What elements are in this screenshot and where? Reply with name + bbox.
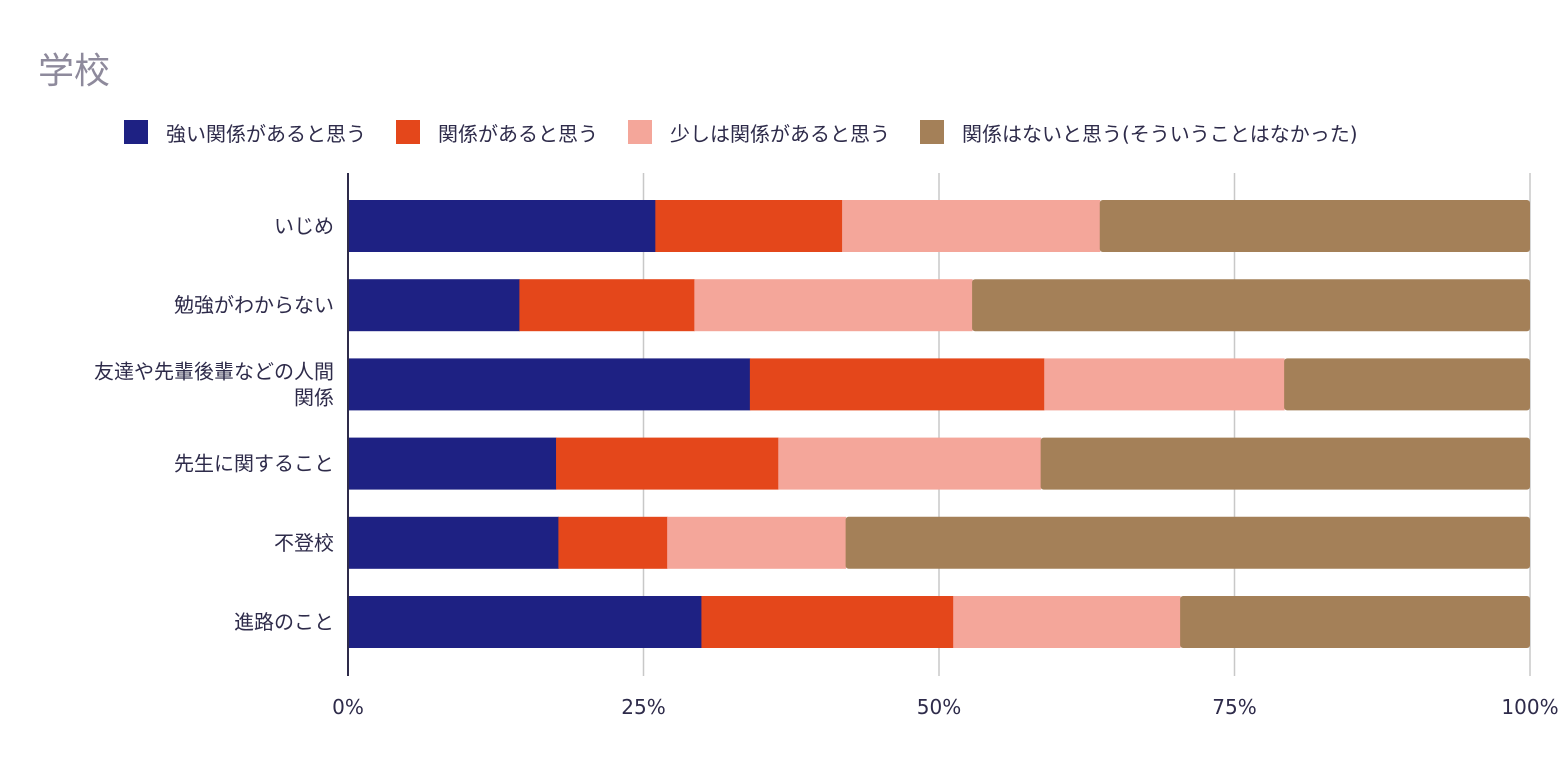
legend-item-related[interactable]: 関係があると思う	[396, 118, 598, 147]
legend-swatch-related	[396, 120, 420, 144]
legend-item-none[interactable]: 関係はないと思う(そういうことはなかった)	[920, 118, 1358, 147]
bar-segment	[842, 200, 1101, 252]
bar-segment	[348, 516, 559, 569]
x-tick-label: 50%	[917, 695, 961, 719]
x-tick-label: 100%	[1501, 695, 1558, 719]
legend-swatch-none	[920, 120, 944, 144]
y-category-label: 関係	[294, 385, 334, 409]
legend-label-none: 関係はないと思う(そういうことはなかった)	[962, 121, 1358, 146]
bar-segment	[1040, 437, 1530, 490]
chart-title: 学校	[38, 51, 111, 92]
x-tick-label: 0%	[332, 695, 364, 719]
bar-segment	[558, 516, 668, 569]
legend: 強い関係があると思う 関係があると思う 少しは関係があると思う 関係はないと思う…	[124, 118, 1388, 146]
bar-segment	[348, 596, 702, 648]
y-category-label: 進路のこと	[234, 610, 334, 634]
bar-segment	[348, 437, 557, 490]
y-category-label: いじめ	[274, 214, 334, 238]
bar-segment	[556, 437, 779, 490]
x-tick-label: 75%	[1212, 695, 1256, 719]
bar-segment	[348, 279, 520, 332]
bar-segment	[348, 200, 656, 252]
bar-segment	[667, 516, 847, 569]
bar-segment	[1180, 596, 1530, 648]
bar-segment	[519, 279, 695, 332]
bar-segment	[1099, 200, 1530, 252]
y-category-label: 先生に関すること	[174, 452, 334, 476]
y-category-label: 勉強がわからない	[174, 293, 334, 317]
bar-segment	[845, 516, 1530, 569]
legend-swatch-somewhat	[628, 120, 652, 144]
bar-segment	[778, 437, 1042, 490]
legend-label-related: 関係があると思う	[438, 121, 598, 146]
bar-segment	[749, 358, 1045, 411]
bar-segment	[953, 596, 1181, 648]
bar-segment	[1284, 358, 1530, 411]
legend-item-somewhat[interactable]: 少しは関係があると思う	[628, 118, 890, 147]
bar-segment	[694, 279, 973, 332]
bar-segment	[348, 358, 751, 411]
legend-label-somewhat: 少しは関係があると思う	[670, 121, 890, 146]
y-category-label: 不登校	[274, 531, 334, 555]
bar-segment	[701, 596, 954, 648]
x-tick-label: 25%	[621, 695, 665, 719]
bar-segment	[1044, 358, 1285, 411]
legend-item-strong[interactable]: 強い関係があると思う	[124, 118, 366, 147]
y-category-label: 友達や先輩後輩などの人間	[94, 359, 334, 383]
bar-segment	[972, 279, 1530, 332]
legend-label-strong: 強い関係があると思う	[166, 121, 366, 146]
bar-segment	[655, 200, 843, 252]
legend-swatch-strong	[124, 120, 148, 144]
